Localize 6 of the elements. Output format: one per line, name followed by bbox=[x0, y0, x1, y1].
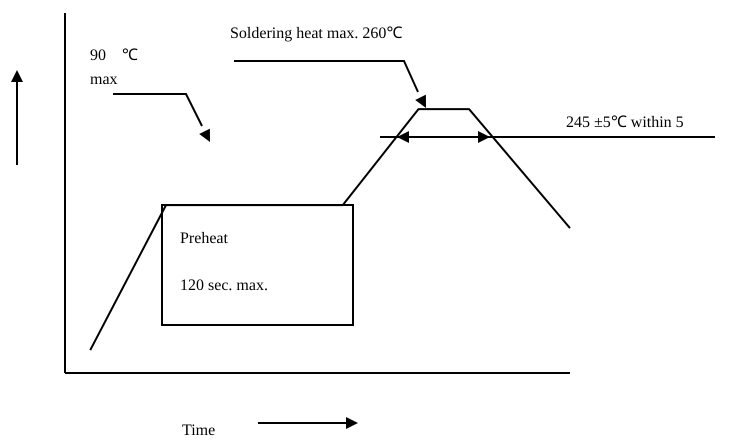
ref-line-label: 245 ±5℃ within 5 bbox=[566, 114, 684, 132]
x-axis-title: Time bbox=[182, 422, 216, 439]
annotation: Preheat bbox=[180, 230, 229, 247]
annotation: 120 sec. max. bbox=[180, 277, 268, 294]
text: 90 ℃ max bbox=[90, 47, 138, 88]
text: Soldering heat max. 260℃ bbox=[230, 25, 402, 42]
